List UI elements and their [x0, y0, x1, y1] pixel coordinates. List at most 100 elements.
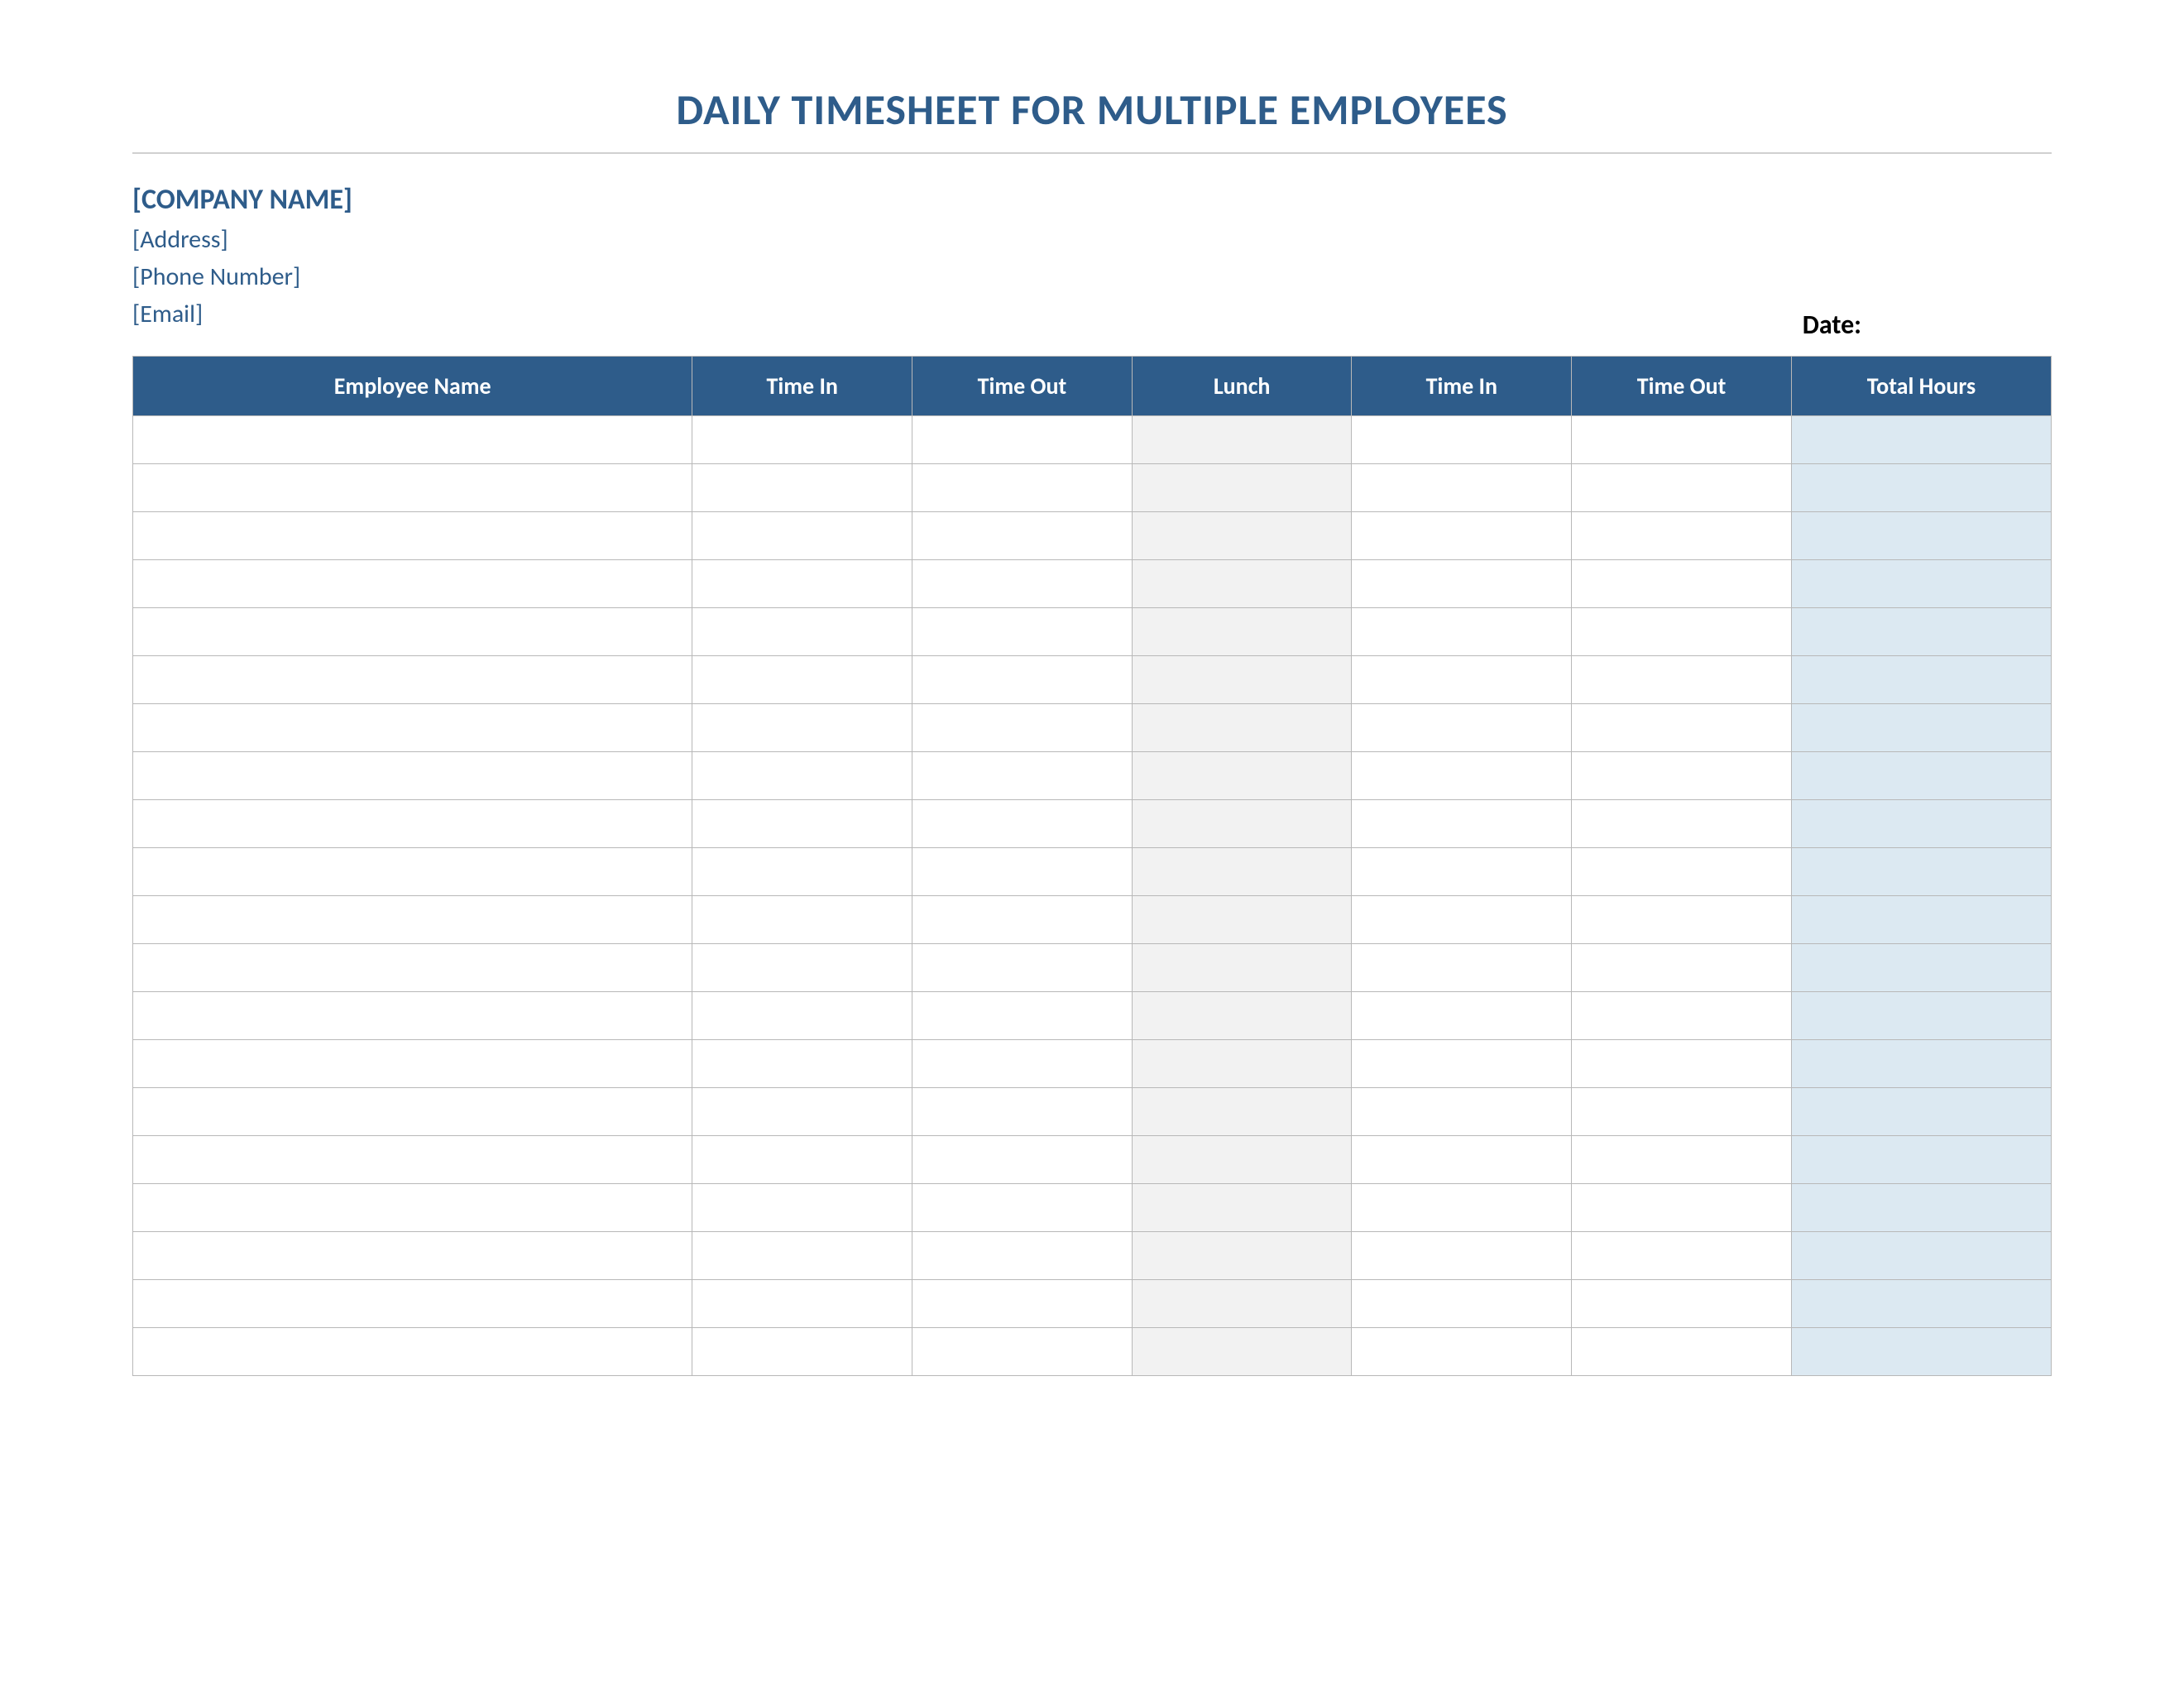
cell-time_in_2[interactable]: [1352, 560, 1572, 608]
cell-time_in_1[interactable]: [692, 1184, 912, 1232]
cell-time_out_1[interactable]: [912, 1184, 1133, 1232]
cell-total_hours[interactable]: [1791, 1136, 2051, 1184]
cell-time_in_1[interactable]: [692, 1232, 912, 1280]
cell-time_in_2[interactable]: [1352, 1184, 1572, 1232]
cell-time_out_1[interactable]: [912, 1136, 1133, 1184]
cell-total_hours[interactable]: [1791, 1088, 2051, 1136]
cell-time_in_1[interactable]: [692, 992, 912, 1040]
cell-time_out_2[interactable]: [1572, 1088, 1792, 1136]
cell-total_hours[interactable]: [1791, 1040, 2051, 1088]
cell-time_in_2[interactable]: [1352, 1040, 1572, 1088]
cell-lunch[interactable]: [1132, 896, 1352, 944]
cell-time_in_2[interactable]: [1352, 704, 1572, 752]
cell-total_hours[interactable]: [1791, 608, 2051, 656]
cell-lunch[interactable]: [1132, 1136, 1352, 1184]
cell-time_out_2[interactable]: [1572, 656, 1792, 704]
cell-time_out_2[interactable]: [1572, 512, 1792, 560]
cell-time_out_2[interactable]: [1572, 896, 1792, 944]
cell-time_in_1[interactable]: [692, 656, 912, 704]
cell-lunch[interactable]: [1132, 848, 1352, 896]
cell-time_in_2[interactable]: [1352, 1232, 1572, 1280]
cell-time_in_1[interactable]: [692, 1280, 912, 1328]
cell-time_out_1[interactable]: [912, 752, 1133, 800]
cell-total_hours[interactable]: [1791, 896, 2051, 944]
cell-lunch[interactable]: [1132, 704, 1352, 752]
cell-employee_name[interactable]: [133, 464, 692, 512]
cell-time_out_2[interactable]: [1572, 1280, 1792, 1328]
cell-lunch[interactable]: [1132, 992, 1352, 1040]
cell-employee_name[interactable]: [133, 1040, 692, 1088]
cell-time_in_2[interactable]: [1352, 800, 1572, 848]
cell-employee_name[interactable]: [133, 1232, 692, 1280]
cell-total_hours[interactable]: [1791, 944, 2051, 992]
cell-employee_name[interactable]: [133, 560, 692, 608]
cell-employee_name[interactable]: [133, 896, 692, 944]
cell-time_in_1[interactable]: [692, 416, 912, 464]
cell-time_out_1[interactable]: [912, 704, 1133, 752]
cell-lunch[interactable]: [1132, 656, 1352, 704]
cell-time_out_2[interactable]: [1572, 1328, 1792, 1376]
cell-time_out_2[interactable]: [1572, 800, 1792, 848]
cell-time_in_1[interactable]: [692, 1088, 912, 1136]
cell-time_in_2[interactable]: [1352, 944, 1572, 992]
cell-time_out_1[interactable]: [912, 1280, 1133, 1328]
cell-lunch[interactable]: [1132, 560, 1352, 608]
cell-employee_name[interactable]: [133, 1280, 692, 1328]
cell-time_in_2[interactable]: [1352, 464, 1572, 512]
cell-employee_name[interactable]: [133, 608, 692, 656]
cell-total_hours[interactable]: [1791, 416, 2051, 464]
cell-time_in_2[interactable]: [1352, 608, 1572, 656]
cell-time_out_1[interactable]: [912, 416, 1133, 464]
cell-total_hours[interactable]: [1791, 560, 2051, 608]
cell-time_in_1[interactable]: [692, 512, 912, 560]
cell-lunch[interactable]: [1132, 1184, 1352, 1232]
cell-time_out_2[interactable]: [1572, 1040, 1792, 1088]
cell-time_out_2[interactable]: [1572, 560, 1792, 608]
cell-time_in_2[interactable]: [1352, 512, 1572, 560]
cell-time_in_2[interactable]: [1352, 752, 1572, 800]
cell-lunch[interactable]: [1132, 512, 1352, 560]
cell-time_out_1[interactable]: [912, 1328, 1133, 1376]
cell-total_hours[interactable]: [1791, 464, 2051, 512]
cell-time_in_1[interactable]: [692, 560, 912, 608]
cell-time_out_1[interactable]: [912, 656, 1133, 704]
cell-total_hours[interactable]: [1791, 992, 2051, 1040]
cell-total_hours[interactable]: [1791, 656, 2051, 704]
cell-lunch[interactable]: [1132, 464, 1352, 512]
cell-time_in_2[interactable]: [1352, 416, 1572, 464]
cell-lunch[interactable]: [1132, 944, 1352, 992]
cell-time_out_1[interactable]: [912, 848, 1133, 896]
cell-time_in_1[interactable]: [692, 608, 912, 656]
cell-time_in_1[interactable]: [692, 1136, 912, 1184]
cell-time_out_2[interactable]: [1572, 1232, 1792, 1280]
cell-time_in_1[interactable]: [692, 848, 912, 896]
cell-total_hours[interactable]: [1791, 1184, 2051, 1232]
cell-time_out_1[interactable]: [912, 608, 1133, 656]
cell-employee_name[interactable]: [133, 848, 692, 896]
cell-employee_name[interactable]: [133, 992, 692, 1040]
cell-total_hours[interactable]: [1791, 848, 2051, 896]
cell-time_out_1[interactable]: [912, 512, 1133, 560]
cell-lunch[interactable]: [1132, 416, 1352, 464]
cell-time_out_2[interactable]: [1572, 1184, 1792, 1232]
cell-time_out_1[interactable]: [912, 896, 1133, 944]
cell-lunch[interactable]: [1132, 1328, 1352, 1376]
cell-time_in_2[interactable]: [1352, 848, 1572, 896]
cell-employee_name[interactable]: [133, 704, 692, 752]
cell-employee_name[interactable]: [133, 1328, 692, 1376]
cell-time_out_1[interactable]: [912, 992, 1133, 1040]
cell-lunch[interactable]: [1132, 1088, 1352, 1136]
cell-time_in_1[interactable]: [692, 896, 912, 944]
cell-total_hours[interactable]: [1791, 752, 2051, 800]
cell-time_out_1[interactable]: [912, 1088, 1133, 1136]
cell-time_out_1[interactable]: [912, 944, 1133, 992]
cell-total_hours[interactable]: [1791, 800, 2051, 848]
cell-time_out_2[interactable]: [1572, 992, 1792, 1040]
cell-lunch[interactable]: [1132, 1040, 1352, 1088]
cell-employee_name[interactable]: [133, 800, 692, 848]
cell-time_out_1[interactable]: [912, 560, 1133, 608]
cell-lunch[interactable]: [1132, 1280, 1352, 1328]
cell-time_in_1[interactable]: [692, 704, 912, 752]
cell-time_in_2[interactable]: [1352, 1328, 1572, 1376]
cell-employee_name[interactable]: [133, 752, 692, 800]
